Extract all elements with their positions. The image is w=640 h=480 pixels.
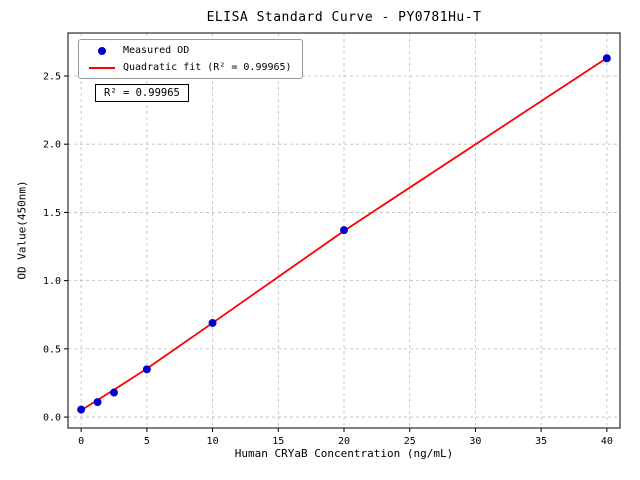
x-tick-label: 15 [272, 436, 284, 447]
x-tick-label: 30 [469, 436, 481, 447]
legend-marker-container [89, 46, 115, 55]
data-point [602, 54, 611, 63]
x-tick-label: 40 [601, 436, 613, 447]
x-tick-label: 35 [535, 436, 547, 447]
y-tick-label: 1.5 [43, 208, 61, 219]
legend-marker-line [89, 66, 115, 69]
legend-label-quadratic-fit: Quadratic fit (R² = 0.99965) [123, 62, 292, 73]
x-axis-label: Human CRYaB Concentration (ng/mL) [234, 447, 454, 460]
y-axis-label: OD Value(450nm) [15, 180, 29, 280]
data-point [93, 398, 102, 407]
y-tick-label: 1.0 [43, 276, 61, 287]
y-tick-label: 0.0 [43, 413, 61, 424]
x-tick-label: 0 [78, 436, 84, 447]
legend: Measured OD Quadratic fit (R² = 0.99965) [78, 39, 303, 79]
legend-entry-quadratic-fit: Quadratic fit (R² = 0.99965) [89, 62, 292, 73]
data-point [142, 365, 151, 374]
r-squared-annotation: R² = 0.99965 [95, 84, 189, 102]
legend-marker-dot [98, 46, 106, 55]
data-point [208, 318, 217, 327]
legend-entry-measured-od: Measured OD [89, 45, 292, 56]
data-point [110, 388, 118, 397]
x-tick-label: 20 [338, 436, 350, 447]
data-point [77, 405, 86, 414]
y-tick-label: 2.0 [43, 140, 61, 151]
legend-label-measured-od: Measured OD [123, 45, 190, 56]
x-tick-label: 5 [144, 436, 150, 447]
legend-marker-container [89, 66, 115, 69]
x-tick-label: 25 [404, 436, 416, 447]
chart-title: ELISA Standard Curve - PY0781Hu-T [206, 10, 482, 25]
y-tick-label: 2.5 [43, 71, 61, 82]
x-tick-label: 10 [207, 436, 219, 447]
data-point [340, 226, 348, 235]
y-tick-label: 0.5 [43, 344, 61, 355]
